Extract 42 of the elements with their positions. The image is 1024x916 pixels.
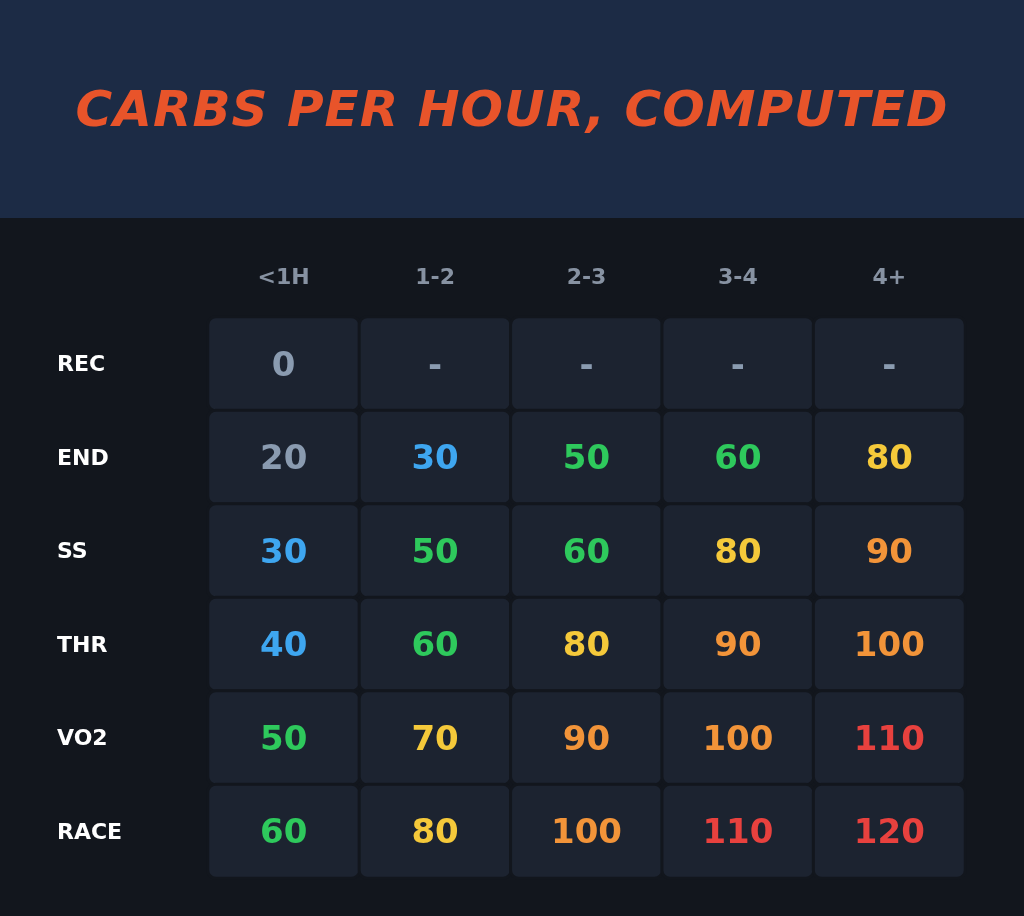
text: - (428, 343, 443, 384)
x-tick-label: <1H (257, 263, 310, 289)
data-label: 80 (714, 530, 762, 571)
data-label: 80 (562, 624, 611, 665)
data-label: 90 (865, 530, 913, 571)
data-label: 100 (853, 624, 925, 665)
data-label: 80 (411, 811, 459, 852)
text: - (579, 343, 594, 384)
x-tick-label: 2-3 (566, 263, 607, 289)
data-label: 110 (853, 717, 925, 758)
text: - (730, 343, 745, 384)
y-tick-label: THR (57, 631, 108, 657)
data-label: 40 (260, 624, 308, 665)
x-tick-label: 1-2 (415, 263, 455, 289)
data-label: 50 (411, 530, 459, 571)
data-label: 70 (411, 717, 459, 758)
data-label: 30 (411, 437, 459, 478)
y-tick-label: SS (57, 538, 88, 564)
data-label: 80 (865, 437, 913, 478)
data-label: 60 (714, 437, 762, 478)
data-label: 90 (714, 624, 762, 665)
data-label: 20 (260, 437, 308, 478)
data-label: 120 (853, 811, 925, 852)
data-label: 60 (562, 530, 611, 571)
data-label: 50 (260, 717, 308, 758)
x-tick-label: 3-4 (718, 263, 758, 289)
data-label: 30 (260, 530, 308, 571)
y-tick-label: REC (57, 351, 106, 377)
data-label: 60 (260, 811, 308, 852)
data-label: 90 (562, 717, 611, 758)
x-tick-label: 4+ (872, 263, 907, 289)
data-label: 50 (562, 437, 611, 478)
y-tick-label: END (57, 444, 109, 470)
text: - (882, 343, 897, 384)
data-label: 0 (271, 343, 296, 384)
data-label: 100 (702, 717, 774, 758)
data-label: 110 (702, 811, 774, 852)
y-tick-label: RACE (57, 818, 123, 844)
data-label: 60 (411, 624, 459, 665)
data-label: 100 (551, 811, 622, 852)
y-tick-label: VO2 (57, 725, 108, 751)
chart-subtitle: CARBS PER HOUR, COMPUTED (75, 80, 949, 138)
